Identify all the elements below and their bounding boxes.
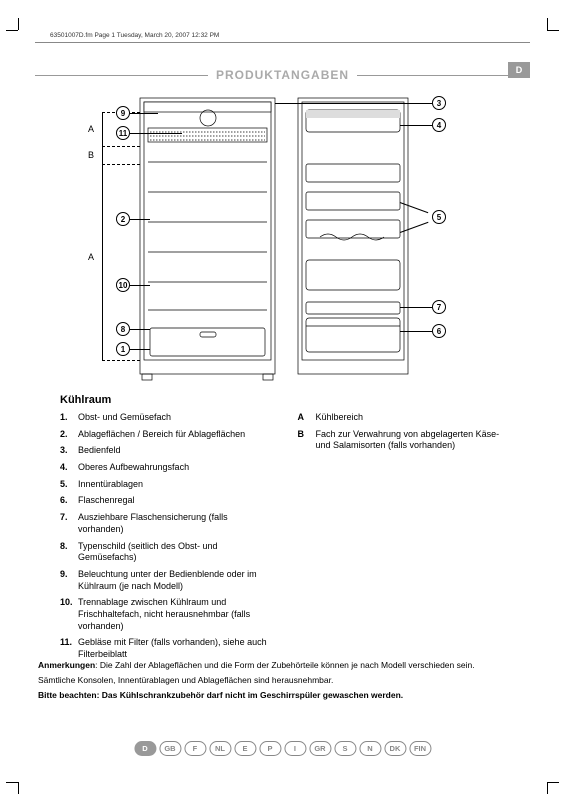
lang-pill-gb[interactable]: GB bbox=[159, 741, 181, 756]
title-row: PRODUKTANGABEN bbox=[35, 68, 530, 82]
list-item: 8.Typenschild (seitlich des Obst- und Ge… bbox=[60, 541, 268, 564]
numbered-list: 1.Obst- und Gemüsefach 2.Ablageflächen /… bbox=[60, 412, 268, 666]
note-line: Sämtliche Konsolen, Innentürablagen und … bbox=[38, 675, 528, 687]
list-item: 5.Innentürablagen bbox=[60, 479, 268, 491]
header-rule bbox=[35, 42, 530, 43]
lang-pill-fin[interactable]: FIN bbox=[409, 741, 431, 756]
title-rule-left bbox=[35, 75, 208, 76]
callout-letter-b: B bbox=[88, 150, 94, 160]
callout-letter-a: A bbox=[88, 124, 94, 134]
leader-line bbox=[130, 113, 158, 114]
lang-pill-d[interactable]: D bbox=[134, 741, 156, 756]
note-line: Anmerkungen: Die Zahl der Ablageflächen … bbox=[38, 660, 528, 672]
lang-pill-dk[interactable]: DK bbox=[384, 741, 406, 756]
crop-mark-icon bbox=[18, 764, 36, 782]
callout-letter-a2: A bbox=[88, 252, 94, 262]
leader-line bbox=[130, 349, 150, 350]
note-line: Bitte beachten: Das Kühlschrankzubehör d… bbox=[38, 690, 528, 702]
language-selector: D GB F NL E P I GR S N DK FIN bbox=[134, 741, 431, 756]
leader-line bbox=[400, 307, 432, 308]
leader-line bbox=[400, 125, 432, 126]
callout-9: 9 bbox=[116, 106, 130, 120]
callout-11: 11 bbox=[116, 126, 130, 140]
zone-bracket bbox=[102, 146, 103, 164]
lang-pill-e[interactable]: E bbox=[234, 741, 256, 756]
leader-line bbox=[130, 329, 150, 330]
title-rule-right bbox=[357, 75, 530, 76]
lang-pill-p[interactable]: P bbox=[259, 741, 281, 756]
leader-line bbox=[130, 219, 150, 220]
lang-pill-n[interactable]: N bbox=[359, 741, 381, 756]
header-meta: 63501007D.fm Page 1 Tuesday, March 20, 2… bbox=[50, 32, 219, 39]
zone-bracket bbox=[102, 164, 103, 360]
section-title: Kühlraum bbox=[60, 394, 505, 406]
notes-block: Anmerkungen: Die Zahl der Ablageflächen … bbox=[38, 660, 528, 705]
lang-pill-s[interactable]: S bbox=[334, 741, 356, 756]
fridge-illustration-icon bbox=[80, 92, 495, 384]
page-title: PRODUKTANGABEN bbox=[208, 68, 357, 82]
callout-4: 4 bbox=[432, 118, 446, 132]
list-item: 4.Oberes Aufbewahrungsfach bbox=[60, 462, 268, 474]
list-item: 9.Beleuchtung unter der Bedienblende ode… bbox=[60, 569, 268, 592]
zone-bracket bbox=[102, 112, 103, 146]
list-item: 1.Obst- und Gemüsefach bbox=[60, 412, 268, 424]
lang-pill-nl[interactable]: NL bbox=[209, 741, 231, 756]
callout-1: 1 bbox=[116, 342, 130, 356]
callout-3: 3 bbox=[432, 96, 446, 110]
list-item: 6.Flaschenregal bbox=[60, 495, 268, 507]
leader-line bbox=[130, 133, 182, 134]
list-item: BFach zur Verwahrung von abgelagerten Kä… bbox=[298, 429, 506, 452]
callout-2: 2 bbox=[116, 212, 130, 226]
zone-line bbox=[102, 360, 140, 361]
lettered-list: AKühlbereich BFach zur Verwahrung von ab… bbox=[298, 412, 506, 666]
list-item: 3.Bedienfeld bbox=[60, 445, 268, 457]
callout-6: 6 bbox=[432, 324, 446, 338]
content-area: Kühlraum 1.Obst- und Gemüsefach 2.Ablage… bbox=[60, 394, 505, 666]
list-item: 10.Trennablage zwischen Kühlraum und Fri… bbox=[60, 597, 268, 632]
leader-line bbox=[275, 103, 432, 104]
lang-pill-gr[interactable]: GR bbox=[309, 741, 331, 756]
list-item: AKühlbereich bbox=[298, 412, 506, 424]
lang-pill-f[interactable]: F bbox=[184, 741, 206, 756]
crop-mark-icon bbox=[529, 30, 547, 48]
leader-line bbox=[130, 285, 150, 286]
callout-7: 7 bbox=[432, 300, 446, 314]
lang-pill-i[interactable]: I bbox=[284, 741, 306, 756]
list-item: 7.Ausziehbare Flaschensicherung (falls v… bbox=[60, 512, 268, 535]
language-badge: D bbox=[508, 62, 530, 78]
zone-line bbox=[102, 146, 140, 147]
callout-8: 8 bbox=[116, 322, 130, 336]
zone-line bbox=[102, 164, 140, 165]
crop-mark-icon bbox=[18, 30, 36, 48]
leader-line bbox=[400, 331, 432, 332]
callout-5: 5 bbox=[432, 210, 446, 224]
product-diagram: A B A 9 11 2 10 8 1 3 4 5 7 6 bbox=[80, 92, 495, 384]
crop-mark-icon bbox=[529, 764, 547, 782]
callout-10: 10 bbox=[116, 278, 130, 292]
list-item: 11.Gebläse mit Filter (falls vorhanden),… bbox=[60, 637, 268, 660]
list-item: 2.Ablageflächen / Bereich für Ablagefläc… bbox=[60, 429, 268, 441]
